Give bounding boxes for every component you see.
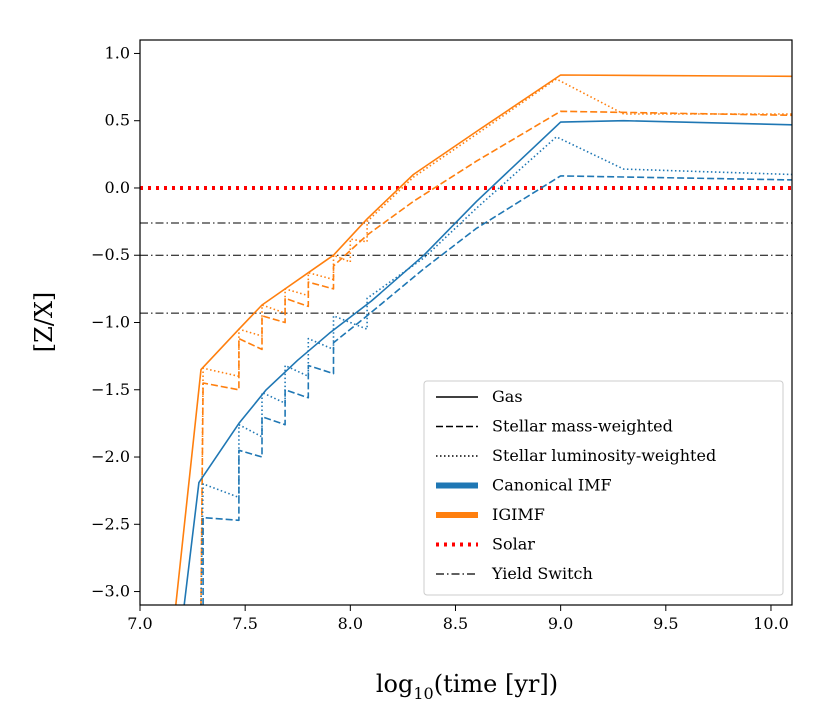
y-tick-label: −3.0 (91, 582, 130, 601)
x-tick-label: 9.5 (653, 614, 678, 633)
reference-lines (140, 185, 792, 314)
x-tick-label: 7.5 (232, 614, 257, 633)
series-layer (175, 74, 792, 605)
series-line-canonical-gas (183, 119, 792, 605)
y-axis: 1.0 0.5 0.0 −0.5 −1.0 −1.5 −2.0 −2.5 −3.0 (91, 43, 140, 601)
series-line-igimf-stellar-mass-weighted (200, 110, 792, 605)
y-axis-label: [Z/X] (30, 292, 58, 353)
x-axis: 7.0 7.5 8.0 8.5 9.0 9.5 10.0 (127, 605, 789, 633)
y-tick-label: 0.0 (105, 178, 130, 197)
series-line-igimf-gas (175, 74, 792, 605)
legend-label: IGIMF (492, 505, 545, 524)
legend-label: Solar (492, 535, 535, 554)
x-tick-label: 9.0 (548, 614, 573, 633)
y-tick-label: 1.0 (105, 43, 130, 62)
y-tick-label: −2.5 (91, 514, 130, 533)
legend-label: Stellar luminosity-weighted (492, 446, 716, 465)
legend-label: Stellar mass-weighted (492, 417, 673, 436)
series-line-igimf-stellar-luminosity-weighted (200, 78, 792, 605)
legend-label: Gas (492, 387, 523, 406)
x-axis-label: log10(time [yr]) (376, 670, 558, 703)
series-line-canonical-stellar-mass-weighted (202, 175, 792, 605)
legend-label: Canonical IMF (492, 476, 612, 495)
x-tick-label: 8.0 (338, 614, 363, 633)
series-line-canonical-stellar-luminosity-weighted (200, 136, 792, 605)
x-tick-label: 7.0 (127, 614, 152, 633)
y-tick-label: 0.5 (105, 111, 130, 130)
y-tick-label: −2.0 (91, 447, 130, 466)
y-tick-label: −1.0 (91, 313, 130, 332)
legend-label: Yield Switch (491, 564, 593, 583)
legend-box (423, 380, 784, 596)
x-tick-label: 10.0 (753, 614, 789, 633)
legend: Gas Stellar mass-weighted Stellar luminosi… (423, 380, 784, 596)
y-tick-label: −0.5 (91, 245, 130, 264)
y-tick-label: −1.5 (91, 380, 130, 399)
x-tick-label: 8.5 (443, 614, 468, 633)
